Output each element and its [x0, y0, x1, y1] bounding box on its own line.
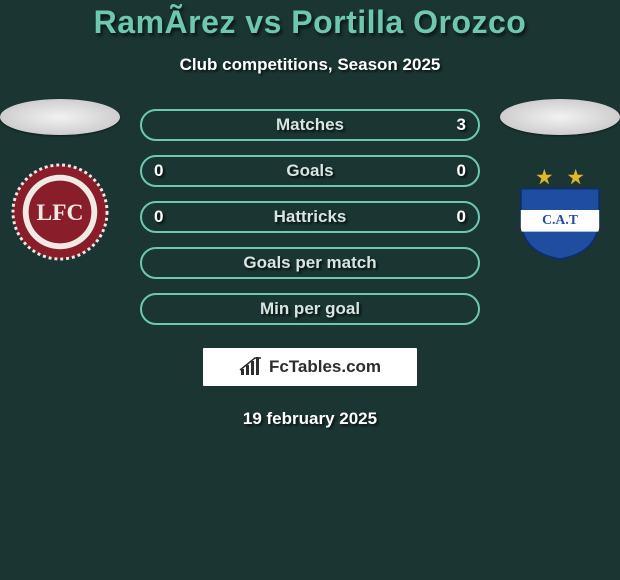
stat-row-goals-per-match: Goals per match: [140, 247, 480, 279]
player-right-column: C.A.T: [500, 99, 620, 261]
player-left-column: LFC: [0, 99, 120, 261]
site-attribution: FcTables.com: [202, 347, 418, 387]
bar-chart-icon: [239, 357, 263, 377]
stat-label: Matches: [276, 115, 344, 135]
club-left-initials: LFC: [36, 200, 83, 226]
comparison-card: RamÃ­rez vs Portilla Orozco Club competi…: [0, 0, 620, 580]
stat-row-matches: Matches 3: [140, 109, 480, 141]
stat-label: Goals per match: [243, 253, 376, 273]
stats-list: Matches 3 0 Goals 0 0 Hattricks 0 Goals …: [140, 109, 480, 325]
stat-row-hattricks: 0 Hattricks 0: [140, 201, 480, 233]
player-right-avatar-placeholder: [500, 99, 620, 135]
stat-label: Goals: [286, 161, 333, 181]
stat-row-goals: 0 Goals 0: [140, 155, 480, 187]
stat-row-min-per-goal: Min per goal: [140, 293, 480, 325]
stat-left-value: 0: [154, 203, 163, 231]
stat-label: Min per goal: [260, 299, 360, 319]
club-right-initials: C.A.T: [542, 212, 578, 227]
player-left-avatar-placeholder: [0, 99, 120, 135]
site-name: FcTables.com: [269, 357, 381, 377]
page-title: RamÃ­rez vs Portilla Orozco: [0, 4, 620, 41]
stat-label: Hattricks: [274, 207, 347, 227]
subtitle: Club competitions, Season 2025: [0, 55, 620, 75]
date-footer: 19 february 2025: [0, 409, 620, 429]
main-row: LFC C.A.T Matches 3 0 Goals: [0, 109, 620, 325]
stat-right-value: 0: [457, 157, 466, 185]
stat-right-value: 0: [457, 203, 466, 231]
club-badge-right: C.A.T: [511, 163, 609, 261]
stat-right-value: 3: [457, 111, 466, 139]
club-badge-left: LFC: [11, 163, 109, 261]
stat-left-value: 0: [154, 157, 163, 185]
